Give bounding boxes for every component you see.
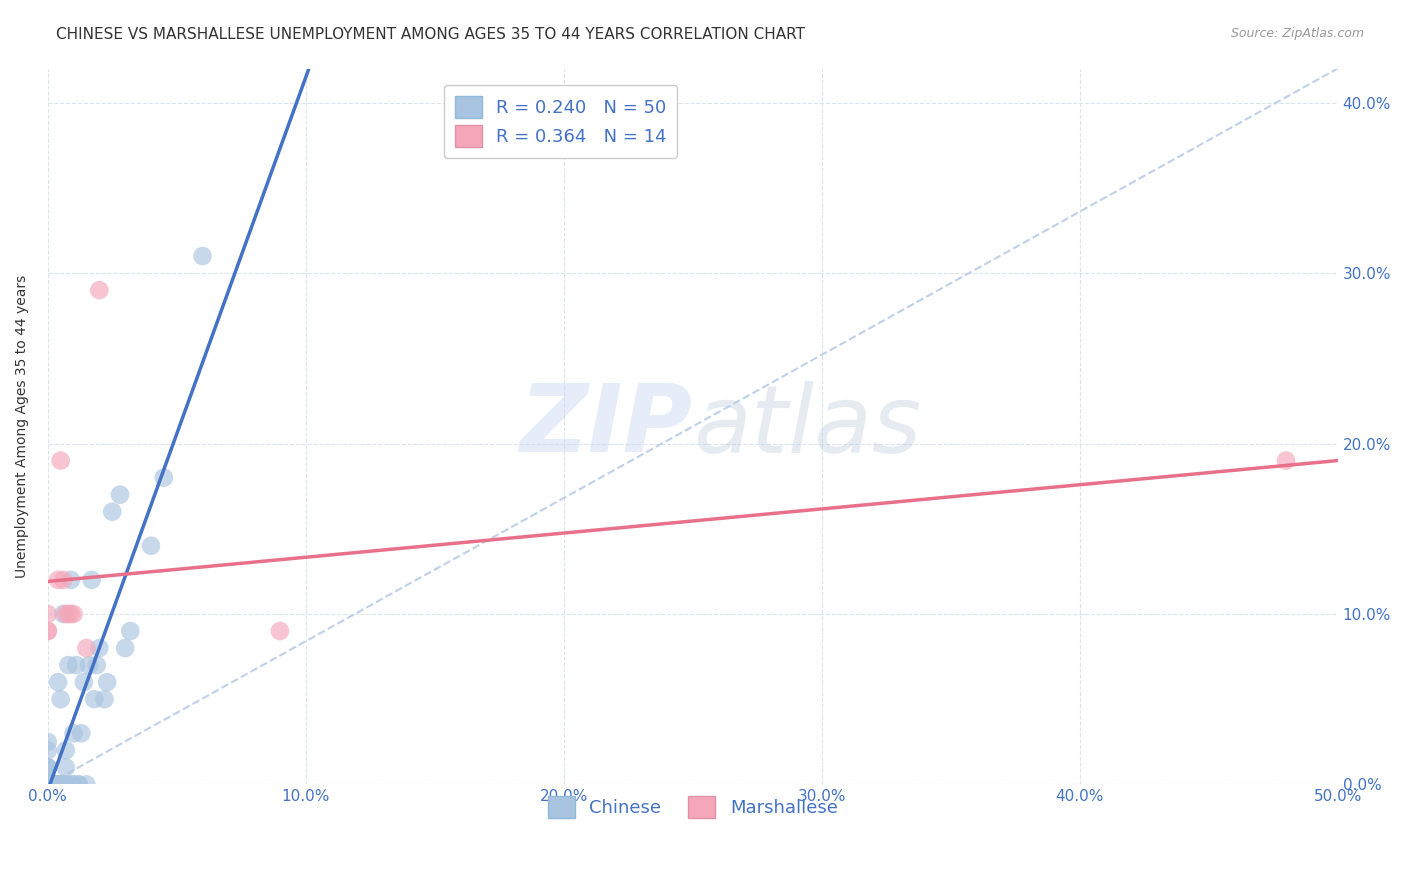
Text: ZIP: ZIP: [520, 381, 693, 473]
Point: [37, 743, 59, 757]
Point: [120, 624, 142, 638]
Point: [37, 607, 59, 621]
Point: [75, 641, 97, 656]
Point: [37, 760, 59, 774]
Point: [62, 777, 84, 791]
Point: [73, 675, 96, 690]
Point: [44, 777, 66, 791]
Point: [55, 760, 77, 774]
Point: [37, 624, 59, 638]
Point: [65, 658, 87, 673]
Point: [93, 692, 115, 706]
Point: [37, 777, 59, 791]
Point: [37, 777, 59, 791]
Point: [89, 641, 111, 656]
Point: [59, 607, 82, 621]
Point: [52, 777, 75, 791]
Point: [37, 777, 59, 791]
Point: [67, 777, 90, 791]
Point: [55, 743, 77, 757]
Text: atlas: atlas: [693, 381, 921, 472]
Text: Source: ZipAtlas.com: Source: ZipAtlas.com: [1230, 27, 1364, 40]
Point: [96, 675, 118, 690]
Point: [62, 607, 84, 621]
Point: [114, 641, 136, 656]
Point: [44, 777, 66, 791]
Point: [49, 777, 72, 791]
Point: [37, 777, 59, 791]
Point: [70, 726, 93, 740]
Point: [52, 573, 75, 587]
Point: [269, 624, 291, 638]
Point: [37, 777, 59, 791]
Point: [191, 249, 214, 263]
Point: [153, 470, 176, 484]
Point: [46, 777, 69, 791]
Point: [1275, 453, 1298, 467]
Text: CHINESE VS MARSHALLESE UNEMPLOYMENT AMONG AGES 35 TO 44 YEARS CORRELATION CHART: CHINESE VS MARSHALLESE UNEMPLOYMENT AMON…: [56, 27, 806, 42]
Point: [89, 283, 111, 297]
Point: [37, 760, 59, 774]
Point: [80, 573, 103, 587]
Point: [58, 777, 80, 791]
Point: [77, 658, 100, 673]
Point: [62, 726, 84, 740]
Point: [46, 573, 69, 587]
Point: [46, 675, 69, 690]
Point: [101, 505, 124, 519]
Point: [83, 692, 105, 706]
Point: [37, 760, 59, 774]
Point: [44, 777, 66, 791]
Point: [58, 607, 80, 621]
Point: [52, 777, 75, 791]
Point: [37, 735, 59, 749]
Legend: Chinese, Marshallese: Chinese, Marshallese: [540, 789, 845, 825]
Point: [58, 658, 80, 673]
Y-axis label: Unemployment Among Ages 35 to 44 years: Unemployment Among Ages 35 to 44 years: [15, 275, 30, 578]
Point: [55, 607, 77, 621]
Point: [139, 539, 162, 553]
Point: [67, 777, 90, 791]
Point: [62, 777, 84, 791]
Point: [49, 692, 72, 706]
Point: [49, 453, 72, 467]
Point: [49, 777, 72, 791]
Point: [59, 573, 82, 587]
Point: [75, 777, 97, 791]
Point: [52, 607, 75, 621]
Point: [37, 624, 59, 638]
Point: [86, 658, 108, 673]
Point: [108, 488, 131, 502]
Point: [55, 777, 77, 791]
